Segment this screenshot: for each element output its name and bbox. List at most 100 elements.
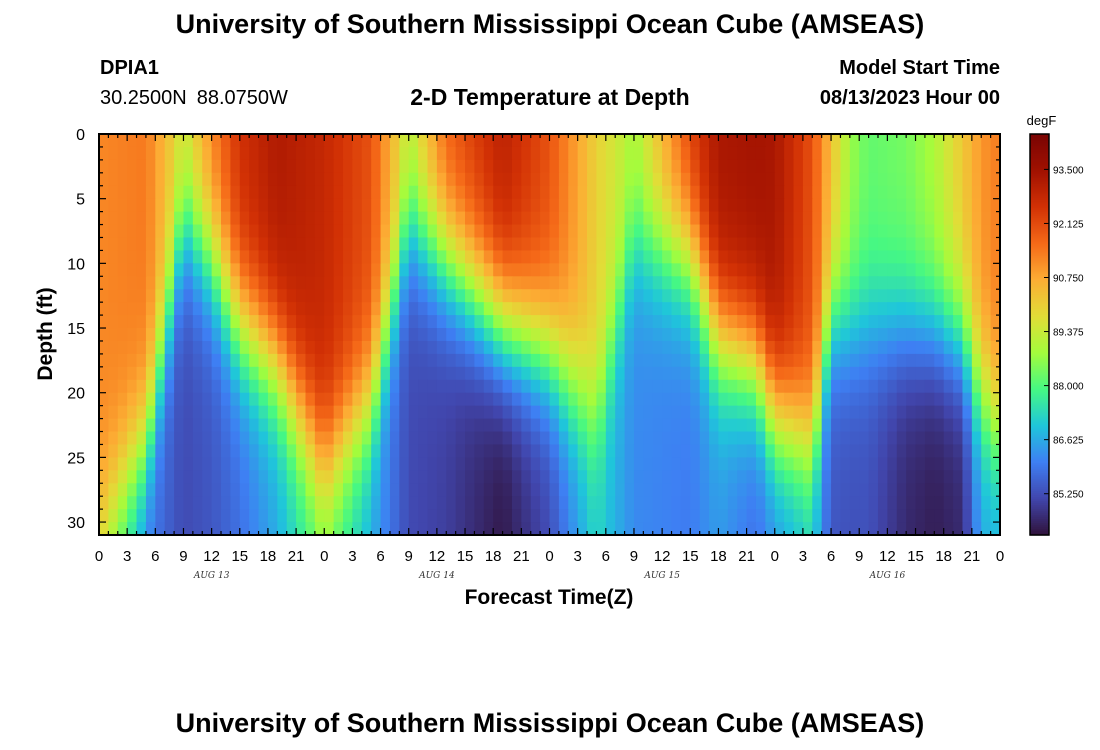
heatmap-cell (859, 159, 870, 174)
heatmap-cell (540, 509, 551, 523)
heatmap-cell (774, 366, 785, 381)
heatmap-cell (840, 392, 851, 407)
colorbar-segment (1030, 524, 1049, 528)
heatmap-cell (521, 263, 532, 277)
heatmap-cell (971, 276, 982, 290)
heatmap-cell (746, 470, 757, 484)
colorbar-segment (1030, 422, 1049, 426)
heatmap-cell (605, 172, 616, 187)
heatmap-cell (727, 250, 738, 264)
heatmap-cell (737, 211, 748, 226)
heatmap-cell (737, 483, 748, 497)
heatmap-cell (859, 172, 870, 187)
colorbar-segment (1030, 154, 1049, 157)
heatmap-cell (117, 483, 128, 497)
heatmap-cell (436, 353, 447, 368)
heatmap-cell (840, 172, 851, 187)
heatmap-cell (267, 522, 278, 535)
heatmap-cell (587, 431, 598, 446)
heatmap-cell (455, 198, 466, 213)
colorbar-segment (1030, 408, 1049, 412)
heatmap-cell (615, 353, 626, 368)
heatmap-cell (971, 134, 982, 148)
heatmap-cell (896, 509, 907, 523)
colorbar-segment (1030, 178, 1049, 181)
heatmap-cell (211, 250, 222, 264)
heatmap-cell (699, 405, 710, 420)
heatmap-cell (605, 392, 616, 407)
colorbar-segment (1030, 134, 1049, 137)
heatmap-cell (868, 353, 879, 368)
heatmap-cell (680, 379, 691, 394)
heatmap-cell (361, 198, 372, 213)
heatmap-cell (474, 328, 485, 342)
heatmap-cell (596, 211, 607, 226)
heatmap-cell (699, 379, 710, 394)
heatmap-cell (258, 379, 269, 394)
heatmap-cell (511, 457, 522, 471)
heatmap-cell (183, 418, 194, 433)
heatmap-cell (953, 263, 964, 277)
heatmap-cell (737, 328, 748, 342)
heatmap-cell (859, 276, 870, 290)
heatmap-cell (896, 211, 907, 226)
heatmap-cell (624, 198, 635, 213)
heatmap-cell (521, 276, 532, 290)
heatmap-cell (887, 289, 898, 303)
colorbar-segment (1030, 352, 1049, 356)
heatmap-cell (981, 315, 992, 329)
heatmap-cell (389, 237, 400, 252)
heatmap-cell (643, 146, 654, 161)
heatmap-cell (540, 470, 551, 484)
heatmap-cell (164, 146, 175, 161)
heatmap-cell (896, 405, 907, 420)
colorbar-segment (1030, 458, 1049, 462)
heatmap-cell (821, 159, 832, 174)
heatmap-cell (971, 509, 982, 523)
heatmap-cell (305, 237, 316, 252)
heatmap-cell (361, 289, 372, 303)
heatmap-cell (361, 418, 372, 433)
heatmap-cell (934, 289, 945, 303)
heatmap-cell (558, 159, 569, 174)
heatmap-cell (793, 159, 804, 174)
heatmap-cell (587, 134, 598, 148)
heatmap-cell (699, 276, 710, 290)
heatmap-cell (314, 276, 325, 290)
heatmap-cell (709, 392, 720, 407)
heatmap-cell (877, 263, 888, 277)
heatmap-cell (953, 198, 964, 213)
heatmap-cell (906, 134, 917, 148)
x-tick-label: 3 (573, 548, 581, 565)
heatmap-cell (793, 172, 804, 187)
heatmap-cell (296, 366, 307, 381)
heatmap-cell (962, 457, 973, 471)
heatmap-cell (990, 418, 1000, 433)
heatmap-cell (183, 366, 194, 381)
heatmap-cell (849, 496, 860, 510)
heatmap-cell (389, 134, 400, 148)
heatmap-cell (343, 146, 354, 161)
heatmap-cell (455, 172, 466, 187)
heatmap-cell (868, 340, 879, 355)
heatmap-cell (577, 340, 588, 355)
heatmap-cell (615, 392, 626, 407)
heatmap-cell (755, 224, 766, 239)
heatmap-cell (371, 522, 382, 535)
heatmap-cell (108, 302, 119, 316)
heatmap-cell (202, 405, 213, 420)
colorbar-segment (1030, 326, 1049, 330)
y-tick-label: 25 (67, 450, 85, 467)
heatmap-cell (765, 340, 776, 355)
heatmap-cell (127, 237, 138, 252)
heatmap-cell (540, 379, 551, 394)
heatmap-cell (343, 134, 354, 148)
x-tick-label: 9 (405, 548, 413, 565)
heatmap-cell (314, 159, 325, 174)
heatmap-cell (624, 340, 635, 355)
heatmap-cell (831, 379, 842, 394)
heatmap-cell (699, 224, 710, 239)
heatmap-cell (296, 211, 307, 226)
colorbar-segment (1030, 470, 1049, 474)
heatmap-cell (399, 496, 410, 510)
